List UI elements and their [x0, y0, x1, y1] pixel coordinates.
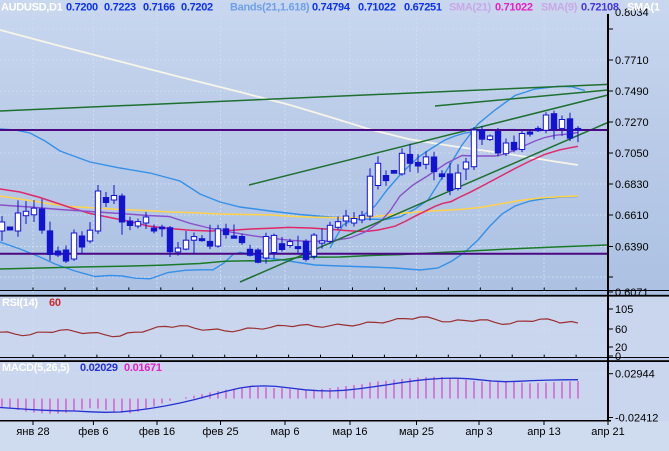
- svg-text:0.7202: 0.7202: [181, 2, 213, 14]
- svg-text:Bands(21,1.618): Bands(21,1.618): [230, 2, 310, 14]
- svg-text:0.7200: 0.7200: [66, 2, 98, 14]
- svg-text:янв 28: янв 28: [16, 426, 49, 438]
- svg-text:0.7166: 0.7166: [143, 2, 175, 14]
- svg-text:60: 60: [49, 297, 61, 309]
- svg-text:60: 60: [615, 324, 627, 336]
- svg-text:0.72108: 0.72108: [581, 2, 619, 14]
- svg-text:апр 21: апр 21: [591, 426, 624, 438]
- svg-text:0: 0: [615, 351, 621, 363]
- svg-text:фев 16: фев 16: [139, 426, 175, 438]
- svg-text:мар 25: мар 25: [399, 426, 434, 438]
- svg-text:0.7050: 0.7050: [615, 148, 649, 160]
- svg-text:0.6610: 0.6610: [615, 210, 649, 222]
- svg-text:апр 3: апр 3: [465, 426, 492, 438]
- svg-text:105: 105: [615, 304, 633, 316]
- svg-text:0.7223: 0.7223: [104, 2, 136, 14]
- svg-text:0.71022: 0.71022: [495, 2, 533, 14]
- svg-text:0.6390: 0.6390: [615, 241, 649, 253]
- svg-text:0.8034: 0.8034: [615, 7, 649, 19]
- svg-text:0.01671: 0.01671: [124, 362, 162, 374]
- svg-text:0.7270: 0.7270: [615, 117, 649, 129]
- svg-text:SMA(1: SMA(1: [627, 2, 660, 14]
- svg-text:0.02029: 0.02029: [80, 362, 118, 374]
- svg-text:0.6071: 0.6071: [615, 287, 649, 299]
- svg-text:0.6830: 0.6830: [615, 179, 649, 191]
- svg-text:0.7710: 0.7710: [615, 55, 649, 67]
- svg-text:апр 13: апр 13: [527, 426, 560, 438]
- svg-text:0.7490: 0.7490: [615, 86, 649, 98]
- svg-text:0.02944: 0.02944: [615, 369, 655, 381]
- svg-text:мар 16: мар 16: [332, 426, 367, 438]
- svg-text:фев 25: фев 25: [202, 426, 238, 438]
- svg-text:0.71022: 0.71022: [358, 2, 396, 14]
- svg-text:SMA(21): SMA(21): [449, 2, 492, 14]
- svg-text:MACD(5,26,5): MACD(5,26,5): [2, 362, 70, 374]
- svg-text:RSI(14): RSI(14): [2, 297, 38, 309]
- svg-text:фев 6: фев 6: [78, 426, 108, 438]
- svg-text:SMA(9): SMA(9): [541, 2, 578, 14]
- svg-text:мар 6: мар 6: [271, 426, 300, 438]
- svg-text:0.74794: 0.74794: [312, 2, 351, 14]
- svg-text:AUDUSD,D1: AUDUSD,D1: [1, 2, 63, 14]
- svg-text:20: 20: [615, 342, 627, 354]
- svg-text:-0.02412: -0.02412: [615, 412, 658, 424]
- svg-text:0.67251: 0.67251: [404, 2, 442, 14]
